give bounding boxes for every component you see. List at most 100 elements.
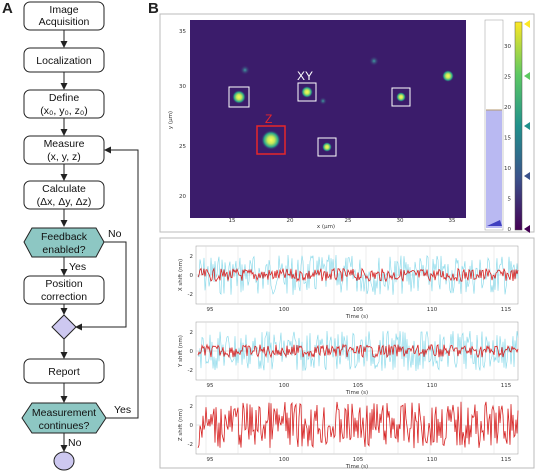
plot-y-tick: 2	[190, 404, 194, 410]
fluorescent-spot	[322, 142, 332, 152]
fluorescent-spot	[301, 86, 313, 98]
image-y-tick: 35	[179, 29, 186, 35]
colorbar-handle[interactable]	[524, 225, 530, 233]
plot-y-tick: -2	[188, 442, 193, 448]
spot-dim	[369, 56, 379, 66]
plot-x-tick: 105	[353, 457, 364, 463]
spot-dim	[319, 97, 327, 105]
measure-label-1: Measure	[44, 138, 85, 150]
define-label-1: Define	[49, 92, 80, 104]
colorbar-tick: 5	[508, 197, 512, 203]
plot-y-axis-label: X shift (nm)	[178, 259, 184, 291]
histogram-range[interactable]	[486, 110, 502, 228]
plot-y-tick: 0	[190, 273, 194, 279]
time-trace-plot: 2 0 -2 95 100 105 110 115 Time (s) X shift (nm)	[178, 245, 519, 320]
plot-x-tick: 95	[207, 383, 214, 389]
plot-x-tick: 100	[279, 457, 290, 463]
define-label-2: (x₀, y₀, z₀)	[40, 105, 88, 117]
colorbar-ticks: 30 25 20 15 10 5 0	[504, 44, 512, 233]
histogram-peak	[487, 220, 502, 226]
localization-label: Localization	[36, 55, 92, 67]
z-roi-box[interactable]	[256, 125, 286, 155]
xy-roi-box[interactable]	[317, 137, 337, 157]
plot-x-tick: 100	[279, 383, 290, 389]
plot-x-tick: 95	[207, 457, 214, 463]
plot-y-axis-label: Z shift (nm)	[178, 409, 184, 441]
image-y-tick: 25	[179, 144, 186, 150]
plot-x-tick: 115	[501, 383, 512, 389]
plot-y-tick: -2	[188, 368, 193, 374]
colorbar-tick: 20	[504, 105, 511, 111]
plot-x-axis-label: Time (s)	[345, 464, 368, 470]
plot-x-tick: 105	[353, 383, 364, 389]
plot-y-axis-label: Y shift (nm)	[178, 335, 184, 368]
image-x-tick: 35	[449, 218, 456, 224]
xy-roi-box[interactable]	[297, 82, 317, 102]
fluorescent-spot	[261, 130, 281, 150]
fluorescent-spot	[442, 70, 454, 82]
plot-y-tick: 0	[190, 349, 194, 355]
spot-dim	[240, 65, 250, 75]
colorbar	[514, 21, 523, 231]
colorbar-tick: 0	[508, 227, 512, 233]
xy-label: XY	[297, 69, 313, 83]
microscope-image	[190, 20, 466, 218]
plot-x-tick: 115	[501, 457, 512, 463]
continues-yes-label: Yes	[114, 404, 131, 416]
colorbar-handle[interactable]	[524, 122, 530, 130]
image-x-tick: 30	[397, 218, 404, 224]
continues-no-label: No	[68, 437, 82, 449]
calculate-label-1: Calculate	[42, 183, 86, 195]
plot-y-tick: 2	[190, 330, 194, 336]
plot-x-tick: 115	[501, 307, 512, 313]
arrow-no-path	[75, 241, 127, 331]
z-label: Z	[265, 112, 272, 126]
colorbar-tick: 25	[504, 75, 511, 81]
image-y-tick: 20	[179, 194, 186, 200]
plot-x-tick: 110	[427, 457, 438, 463]
measurement-continues-label-1: Measurement	[32, 407, 96, 419]
calculate-label-2: (Δx, Δy, Δz)	[37, 196, 92, 208]
plot-y-tick: 2	[190, 254, 194, 260]
raw-trace	[197, 254, 519, 295]
merge-diamond	[51, 314, 77, 340]
plot-x-axis-label: Time (s)	[345, 390, 368, 396]
time-trace-plot: 2 0 -2 95 100 105 110 115 Time (s) Y shift (nm)	[178, 321, 519, 396]
image-y-axis-label: y (µm)	[168, 111, 174, 129]
colorbar-tick: 10	[504, 166, 511, 172]
filtered-trace	[197, 267, 519, 283]
colorbar-tick: 30	[504, 44, 511, 50]
fluorescent-spot	[396, 92, 406, 102]
colorbar-tick: 15	[504, 136, 511, 142]
colorbar-handle[interactable]	[524, 72, 530, 80]
fluorescent-spot	[232, 90, 246, 104]
xy-roi-box[interactable]	[391, 87, 411, 107]
time-trace-plots: 2 0 -2 95 100 105 110 115 Time (s) X shift (nm) 2 0…	[178, 245, 519, 470]
feedback-label-2: enabled?	[42, 244, 85, 256]
image-x-tick: 25	[345, 218, 352, 224]
plot-y-tick: 0	[190, 423, 194, 429]
xy-roi-box[interactable]	[228, 86, 250, 108]
plot-x-axis-label: Time (s)	[345, 314, 368, 320]
raw-trace	[197, 330, 519, 372]
plot-x-tick: 110	[427, 307, 438, 313]
image-acquisition-label-1: Image	[49, 4, 78, 16]
plot-x-tick: 110	[427, 383, 438, 389]
feedback-yes-label: Yes	[69, 261, 86, 273]
position-correction-label-1: Position	[45, 278, 83, 290]
measurement-continues-label-2: continues?	[39, 420, 90, 432]
plot-x-tick: 100	[279, 307, 290, 313]
filtered-trace	[197, 343, 519, 359]
plot-x-tick: 105	[353, 307, 364, 313]
measure-label-2: (x, y, z)	[47, 151, 81, 163]
arrow-loop-path	[104, 146, 139, 419]
image-y-ticks: 35 30 25 20	[179, 29, 186, 200]
colorbar-handle[interactable]	[524, 20, 530, 28]
end-terminator	[53, 451, 75, 471]
filtered-trace	[197, 401, 519, 449]
colorbar-handle[interactable]	[524, 172, 530, 180]
image-x-axis-label: x (µm)	[317, 224, 335, 230]
plot-y-tick: -2	[188, 292, 193, 298]
image-x-ticks: 15 20 25 30 35	[229, 218, 456, 224]
